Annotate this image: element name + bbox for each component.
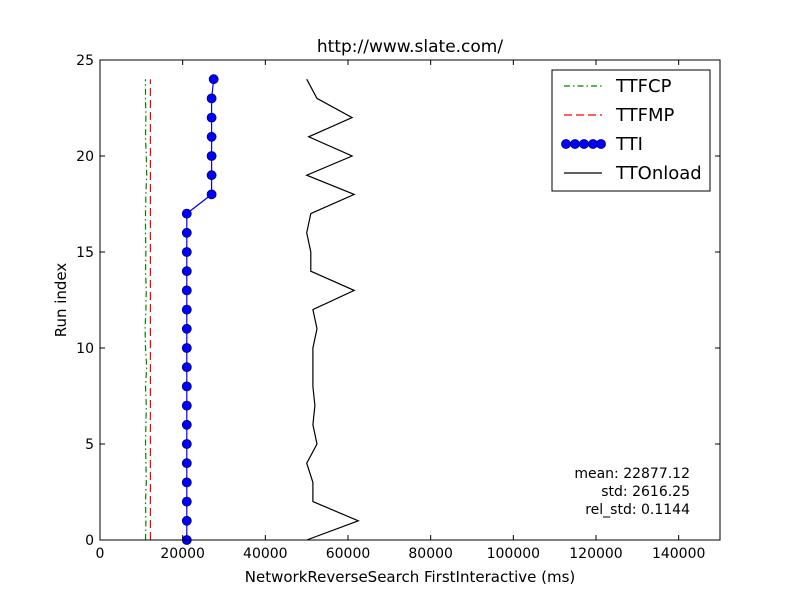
point-tti-11 [181,323,192,334]
legend-marker-tti-4 [596,139,606,149]
y-tick-label-10: 10 [76,341,94,357]
x-tick-label-40000: 40000 [243,546,288,562]
x-tick-label-100000: 100000 [487,546,540,562]
x-tick-label-60000: 60000 [326,546,371,562]
point-tti-17 [181,208,192,219]
plot-area [144,74,360,545]
legend-marker-tti-1 [570,139,580,149]
stat-mean: mean: 22877.12 [574,466,690,482]
stat-std: std: 2616.25 [601,484,690,500]
point-tti-8 [181,381,192,392]
stat-rel-std: rel_std: 0.1144 [585,502,690,518]
point-tti-1 [181,515,192,526]
point-tti-21 [206,131,217,142]
point-tti-19 [206,170,217,181]
x-tick-label-0: 0 [96,546,105,562]
point-tti-24 [208,74,219,85]
legend-marker-tti-0 [561,139,571,149]
point-tti-13 [181,285,192,296]
axes-frame [99,59,721,541]
y-tick-label-25: 25 [76,53,94,69]
x-tick-label-120000: 120000 [569,546,622,562]
legend-label-tti: TTI [615,134,643,155]
x-tick-label-80000: 80000 [408,546,453,562]
point-tti-2 [181,496,192,507]
y-tick-label-20: 20 [76,149,94,165]
point-tti-22 [206,112,217,123]
point-tti-12 [181,304,192,315]
point-tti-16 [181,227,192,238]
y-tick-label-0: 0 [85,533,94,549]
y-tick-label-15: 15 [76,245,94,261]
chart-title: http://www.slate.com/ [317,37,503,57]
y-tick-label-5: 5 [85,437,94,453]
axis-ticks: 0 20000 40000 60000 80000 100000 120000 140000 0… [76,53,720,562]
y-axis-label: Run index [52,263,70,338]
point-tti-9 [181,362,192,373]
point-tti-23 [206,93,217,104]
legend: TTFCP TTFMP TTI TTOnload [551,69,711,192]
legend-box [551,69,711,192]
point-tti-14 [181,266,192,277]
point-tti-20 [206,151,217,161]
point-tti-3 [181,477,192,488]
legend-label-ttonload: TTOnload [615,163,702,184]
legend-label-ttfmp: TTFMP [615,105,675,126]
point-tti-6 [181,419,192,430]
point-tti-18 [206,189,217,200]
point-tti-7 [181,400,192,411]
x-tick-label-20000: 20000 [160,546,205,562]
legend-markers-tti [561,139,606,149]
x-axis-label: NetworkReverseSearch FirstInteractive (m… [245,568,576,586]
point-tti-15 [181,247,192,257]
point-tti-4 [181,458,192,469]
series-line-ttonload [305,78,360,541]
point-tti-10 [181,343,192,353]
legend-label-ttfcp: TTFCP [615,76,672,97]
legend-marker-tti-2 [579,139,589,149]
series-line-ttfcp [144,79,148,541]
point-tti-5 [181,439,192,449]
x-tick-label-140000: 140000 [652,546,705,562]
